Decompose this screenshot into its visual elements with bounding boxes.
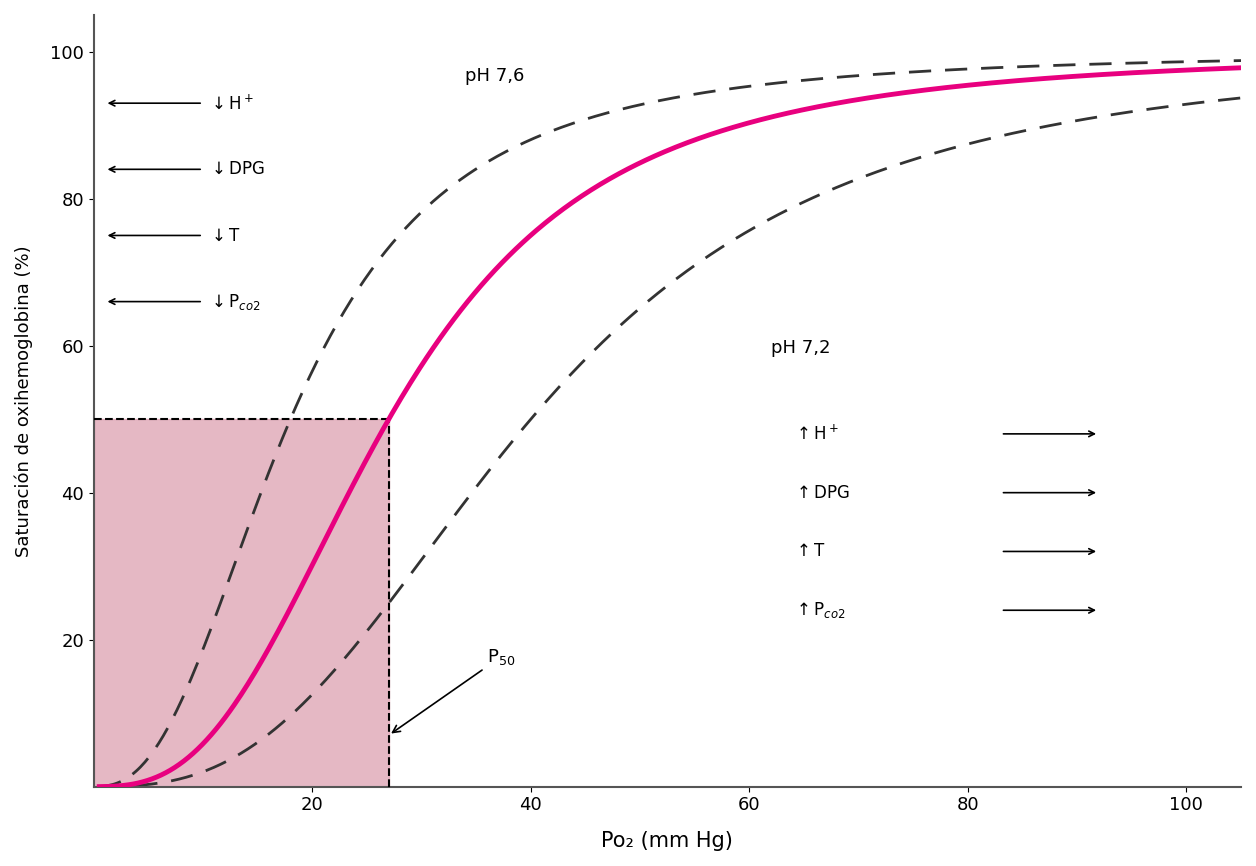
X-axis label: Po₂ (mm Hg): Po₂ (mm Hg) (602, 831, 734, 851)
Text: pH 7,6: pH 7,6 (465, 68, 525, 85)
Text: pH 7,2: pH 7,2 (771, 339, 830, 357)
Text: $\uparrow$P$_{co2}$: $\uparrow$P$_{co2}$ (793, 600, 845, 620)
Text: $\uparrow$T: $\uparrow$T (793, 542, 825, 560)
Text: $\downarrow$H$^+$: $\downarrow$H$^+$ (208, 94, 254, 113)
Text: $\downarrow$P$_{co2}$: $\downarrow$P$_{co2}$ (208, 292, 261, 312)
Text: P$_{50}$: P$_{50}$ (393, 647, 515, 733)
Text: $\uparrow$H$^+$: $\uparrow$H$^+$ (793, 424, 839, 443)
Text: $\uparrow$DPG: $\uparrow$DPG (793, 484, 850, 501)
Text: $\downarrow$T: $\downarrow$T (208, 227, 241, 244)
Y-axis label: Saturación de oxihemoglobina (%): Saturación de oxihemoglobina (%) (15, 245, 34, 557)
Text: $\downarrow$DPG: $\downarrow$DPG (208, 160, 265, 178)
